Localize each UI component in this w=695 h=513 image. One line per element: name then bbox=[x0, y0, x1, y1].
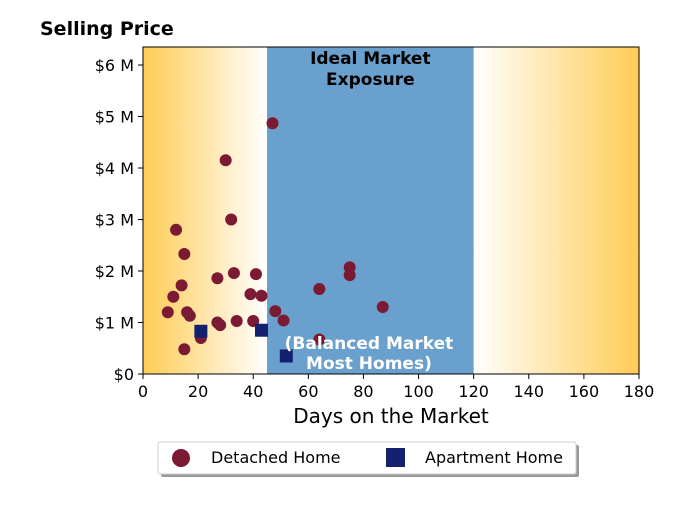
detached-home-point bbox=[249, 268, 262, 281]
annotation-line: (Balanced Market bbox=[285, 334, 454, 354]
band-label-line: Ideal Market bbox=[310, 49, 431, 69]
detached-home-point bbox=[219, 154, 232, 167]
band-1 bbox=[267, 47, 474, 374]
x-tick-label: 80 bbox=[353, 382, 373, 401]
x-tick-label: 120 bbox=[458, 382, 489, 401]
chart-title: Selling Price bbox=[40, 18, 174, 40]
detached-home-point bbox=[211, 272, 224, 285]
y-axis: $0 $1 M $2 M $3 M $4 M $5 M $6 M bbox=[95, 56, 143, 384]
detached-home-point bbox=[255, 289, 268, 302]
legend-label-apartment-home: Apartment Home bbox=[425, 448, 563, 467]
x-axis-label: Days on the Market bbox=[293, 404, 489, 428]
x-tick-label: 160 bbox=[569, 382, 600, 401]
detached-home-point bbox=[178, 343, 191, 356]
legend-label-detached-home: Detached Home bbox=[211, 448, 341, 467]
detached-home-point bbox=[167, 290, 180, 303]
x-tick-label: 0 bbox=[138, 382, 148, 401]
apartment-home-point bbox=[194, 324, 208, 338]
x-tick-label: 60 bbox=[298, 382, 318, 401]
detached-home-point bbox=[175, 279, 188, 292]
x-tick-label: 100 bbox=[403, 382, 434, 401]
y-tick-label: $5 M bbox=[95, 108, 134, 127]
x-axis: 0 20 40 60 80 100 120 140 160 180 bbox=[138, 374, 654, 401]
x-tick-label: 20 bbox=[188, 382, 208, 401]
y-tick-label: $0 bbox=[114, 365, 134, 384]
x-tick-label: 40 bbox=[243, 382, 263, 401]
detached-home-point bbox=[214, 319, 227, 332]
data-points bbox=[161, 117, 389, 363]
x-tick-label: 180 bbox=[624, 382, 655, 401]
band-label-line: Exposure bbox=[326, 70, 415, 90]
legend-box bbox=[157, 441, 577, 475]
detached-home-point bbox=[170, 223, 183, 236]
detached-home-point bbox=[343, 269, 356, 282]
annotation-line: Most Homes) bbox=[306, 354, 432, 374]
apartment-home-point bbox=[279, 349, 293, 363]
detached-home-point bbox=[225, 213, 238, 226]
apartment-home-point bbox=[254, 323, 268, 337]
legend-marker-apartment-home bbox=[386, 448, 405, 467]
detached-home-point bbox=[266, 117, 279, 130]
detached-home-point bbox=[313, 333, 326, 346]
detached-home-point bbox=[376, 301, 389, 314]
detached-home-point bbox=[269, 305, 282, 318]
detached-home-point bbox=[161, 306, 174, 319]
y-tick-label: $3 M bbox=[95, 211, 134, 230]
y-tick-label: $6 M bbox=[95, 56, 134, 75]
plot-frame bbox=[142, 46, 640, 375]
legend: Detached Home Apartment Home bbox=[157, 441, 579, 477]
y-tick-label: $4 M bbox=[95, 159, 134, 178]
band-0 bbox=[143, 47, 267, 374]
x-tick-label: 140 bbox=[514, 382, 545, 401]
detached-home-point bbox=[277, 314, 290, 327]
detached-home-point bbox=[183, 309, 196, 322]
detached-home-point bbox=[227, 267, 240, 280]
band-2 bbox=[473, 47, 639, 374]
detached-home-point bbox=[178, 248, 191, 261]
y-tick-label: $1 M bbox=[95, 314, 134, 333]
detached-home-point bbox=[230, 314, 243, 327]
detached-home-point bbox=[244, 288, 257, 301]
y-tick-label: $2 M bbox=[95, 262, 134, 281]
legend-marker-detached-home bbox=[172, 449, 190, 467]
detached-home-point bbox=[313, 283, 326, 296]
background-bands bbox=[143, 47, 639, 374]
